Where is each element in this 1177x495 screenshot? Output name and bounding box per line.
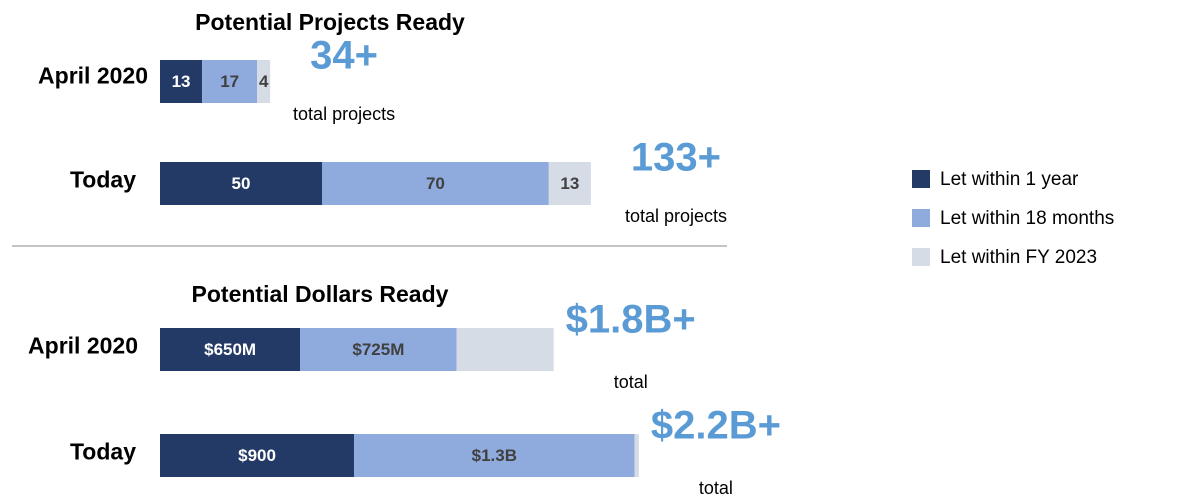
bar-segment <box>634 434 639 477</box>
legend-swatch <box>912 170 930 188</box>
total-value: 34+ <box>310 34 378 78</box>
bar-segment <box>257 60 271 103</box>
bar-segment <box>160 162 322 205</box>
legend-label: Let within 18 months <box>940 208 1114 229</box>
total-note: total projects <box>293 104 395 124</box>
data-label: $1.3B <box>472 446 517 465</box>
chart-title: Potential Dollars Ready <box>192 281 449 307</box>
legend-label: Let within FY 2023 <box>940 247 1097 268</box>
data-label: $725M <box>352 340 404 359</box>
category-label: Today <box>70 167 136 193</box>
total-note: total <box>614 372 648 392</box>
bar-segment <box>548 162 591 205</box>
total-value: 133+ <box>631 136 721 180</box>
category-label: Today <box>70 439 136 465</box>
bar-segment <box>160 328 301 371</box>
bar-segment <box>300 328 457 371</box>
data-label: $900 <box>238 446 276 465</box>
legend-label: Let within 1 year <box>940 169 1079 190</box>
total-note: total <box>699 478 733 495</box>
bar-segment <box>354 434 635 477</box>
chart-title: Potential Projects Ready <box>195 9 465 35</box>
bar-segment <box>160 434 355 477</box>
data-label: 17 <box>220 72 239 91</box>
bar-segment <box>322 162 549 205</box>
category-label: April 2020 <box>28 333 138 359</box>
data-label: 4 <box>259 72 269 91</box>
bar-segment <box>456 328 554 371</box>
data-label: $650M <box>204 340 256 359</box>
legend-swatch <box>912 248 930 266</box>
data-label: 70 <box>426 174 445 193</box>
total-value: $2.2B+ <box>651 404 781 448</box>
total-value: $1.8B+ <box>566 298 696 342</box>
data-label: 13 <box>172 72 191 91</box>
data-label: 13 <box>560 174 579 193</box>
bar-segment <box>202 60 258 103</box>
bar-segment <box>160 60 203 103</box>
data-label: 50 <box>232 174 251 193</box>
legend-swatch <box>912 209 930 227</box>
total-note: total projects <box>625 206 727 226</box>
category-label: April 2020 <box>38 63 148 89</box>
